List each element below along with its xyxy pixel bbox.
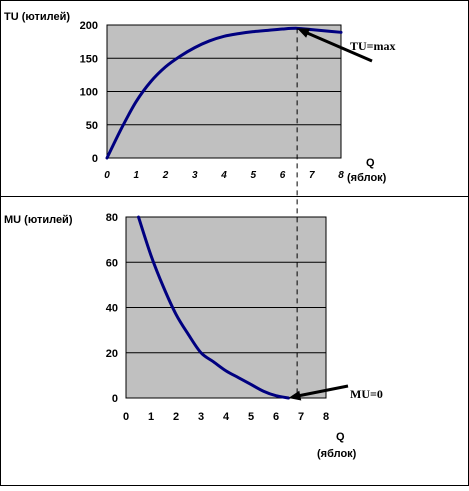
tu-x-tick-label: 5 <box>250 170 256 181</box>
mu-ylabel: MU (ютилей) <box>4 214 73 226</box>
tu-x-tick-label: 2 <box>162 170 169 181</box>
tu-annotation-arrowhead <box>297 28 311 38</box>
tu-y-tick-label: 100 <box>80 87 98 99</box>
tu-x-tick-label: 7 <box>309 170 315 181</box>
tu-xlabel-unit: (яблок) <box>347 172 387 184</box>
mu-y-tick-label: 0 <box>112 393 118 405</box>
mu-annotation-arrow <box>292 384 349 399</box>
tu-x-tick-label: 6 <box>280 170 286 181</box>
tu-y-tick-label: 200 <box>80 20 98 32</box>
tu-max-annotation: TU=max <box>350 39 396 53</box>
mu-x-tick-label: 6 <box>273 411 279 423</box>
tu-x-tick-label: 3 <box>192 170 198 181</box>
mu-x-tick-label: 8 <box>323 411 329 423</box>
tu-x-tick-label: 8 <box>338 170 344 181</box>
tu-y-tick-label: 50 <box>86 120 98 132</box>
mu-y-tick-label: 80 <box>106 212 118 224</box>
mu-x-tick-label: 4 <box>223 411 230 423</box>
mu-x-tick-label: 2 <box>173 411 179 423</box>
tu-annotation-arrow <box>300 28 373 63</box>
mu-annotation-arrowhead <box>288 390 302 401</box>
mu-x-tick-label: 1 <box>148 411 154 423</box>
mu-zero-annotation: MU=0 <box>350 387 383 401</box>
mu-x-tick-label: 0 <box>123 411 129 423</box>
tu-x-tick-label: 4 <box>220 170 227 181</box>
tu-ylabel: TU (ютилей) <box>4 11 70 23</box>
mu-y-tick-label: 40 <box>106 303 118 315</box>
mu-xlabel-unit: (яблок) <box>317 448 357 460</box>
tu-x-tick-label: 1 <box>133 170 139 181</box>
mu-panel: MU (ютилей) Q (яблок) MU=0 0 20 40 60 80 0 1 2 3… <box>4 212 383 460</box>
mu-x-tick-label: 3 <box>198 411 204 423</box>
tu-x-tick-label: 0 <box>104 170 110 181</box>
tu-y-tick-label: 0 <box>92 153 98 165</box>
mu-x-tick-label: 5 <box>248 411 254 423</box>
mu-xlabel-q: Q <box>336 431 345 443</box>
mu-y-tick-label: 20 <box>106 348 118 360</box>
tu-y-tick-label: 150 <box>80 53 98 65</box>
tu-panel: TU (ютилей) Q (яблок) TU=max 05010015020… <box>4 11 396 184</box>
mu-y-tick-label: 60 <box>106 257 118 269</box>
mu-series-line <box>137 215 290 400</box>
tu-xlabel-q: Q <box>366 157 375 169</box>
mu-x-tick-label: 7 <box>298 411 304 423</box>
